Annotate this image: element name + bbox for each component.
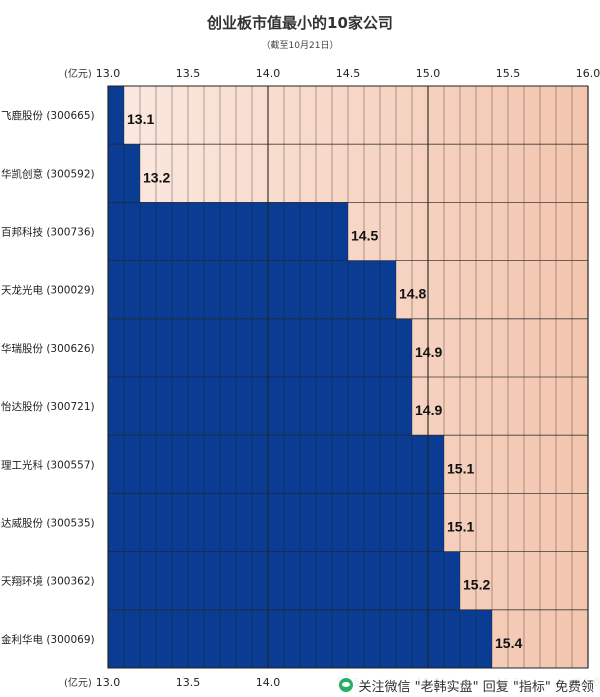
category-label: 飞鹿股份 (300665): [1, 109, 95, 122]
x-tick-label-top: 16.0: [576, 67, 600, 80]
chart-title: 创业板市值最小的10家公司: [207, 14, 393, 32]
bar: [108, 318, 412, 377]
x-tick-label-top: 14.0: [256, 67, 281, 80]
bar: [108, 377, 412, 436]
data-label: 15.1: [447, 519, 474, 535]
x-tick-label-bottom: 13.0: [96, 676, 121, 689]
category-label: 怡达股份 (300721): [1, 400, 95, 413]
x-tick-label-top: 13.0: [96, 67, 121, 80]
chart-subtitle: （截至10月21日）: [261, 41, 339, 51]
category-label: 天翔环境 (300362): [1, 575, 95, 588]
x-tick-label-bottom: 13.5: [176, 676, 201, 689]
category-label: 华凯创意 (300592): [1, 167, 95, 180]
plot-border: [107, 85, 589, 669]
data-label: 14.8: [399, 286, 426, 302]
x-tick-label-top: 15.0: [416, 67, 441, 80]
category-label: 理工光科 (300557): [1, 458, 95, 471]
data-label: 14.9: [415, 344, 442, 360]
bar: [108, 202, 348, 261]
data-label: 13.2: [143, 169, 170, 185]
data-label: 15.4: [495, 635, 522, 651]
x-tick-label-bottom: 14.0: [256, 676, 281, 689]
bar: [108, 493, 444, 552]
bar: [108, 86, 124, 145]
wechat-icon: [338, 678, 353, 692]
bar: [108, 435, 444, 494]
x-tick-label-top: 13.5: [176, 67, 201, 80]
category-label: 天龙光电 (300029): [1, 284, 95, 297]
x-tick-label-top: 14.5: [336, 67, 361, 80]
x-axis-unit-top: (亿元): [64, 67, 92, 80]
category-label: 达威股份 (300535): [1, 517, 95, 530]
data-label: 15.2: [463, 577, 490, 593]
category-label: 华瑞股份 (300626): [1, 342, 95, 355]
watermark: 关注微信 "老韩实盘" 回复 "指标" 免费领: [332, 673, 600, 697]
watermark-text: 关注微信 "老韩实盘" 回复 "指标" 免费领: [358, 679, 594, 695]
data-label: 13.1: [127, 111, 154, 127]
data-label: 15.1: [447, 460, 474, 476]
category-label: 金利华电 (300069): [1, 633, 95, 646]
category-label: 百邦科技 (300736): [1, 226, 95, 239]
data-label: 14.9: [415, 402, 442, 418]
x-tick-label-top: 15.5: [496, 67, 521, 80]
data-label: 14.5: [351, 228, 378, 244]
x-axis-unit-bottom: (亿元): [64, 676, 92, 689]
